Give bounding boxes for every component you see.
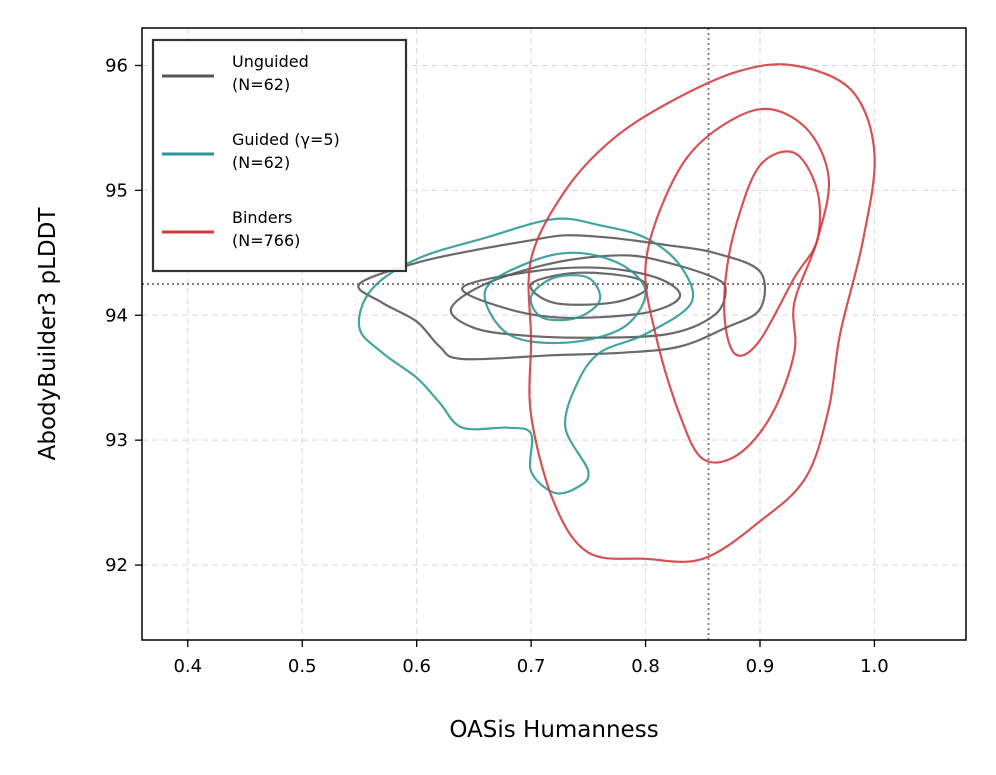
unguided-contour-2	[449, 254, 727, 339]
plot-frame	[141, 27, 967, 641]
reference-lines	[142, 28, 966, 640]
y-tick-label: 95	[105, 180, 128, 201]
y-tick-label: 94	[105, 305, 128, 326]
x-tick-label: 1.0	[860, 656, 889, 677]
x-tick-label: 0.6	[402, 656, 431, 677]
guided-5-contour-2	[483, 251, 647, 345]
y-tick-label: 93	[105, 430, 128, 451]
binders-contour-1	[527, 63, 876, 563]
x-tick-label: 0.8	[631, 656, 660, 677]
unguided-contour-1	[357, 234, 767, 361]
guided-5-contour-3	[529, 274, 602, 322]
guided-5-contour-1	[357, 217, 695, 495]
y-tick-label: 92	[105, 555, 128, 576]
y-tick-label: 96	[105, 55, 128, 76]
x-tick-label: 0.4	[173, 656, 202, 677]
legend-label: Unguided	[232, 52, 309, 71]
contour-layer	[357, 63, 876, 563]
x-tick-label: 0.7	[517, 656, 546, 677]
tick-layer: 0.4 0.5 0.6 0.7 0.8 0.9 1.0 92 93 94 95 96	[105, 55, 889, 677]
legend-label: Binders	[232, 208, 292, 227]
binders-contour-2	[644, 107, 831, 464]
legend-count: (N=766)	[232, 231, 300, 250]
legend-count: (N=62)	[232, 75, 290, 94]
binders-contour-3	[723, 150, 822, 357]
legend-label: Guided (γ=5)	[232, 130, 340, 149]
x-tick-label: 0.9	[746, 656, 775, 677]
legend: Unguided (N=62) Guided (γ=5) (N=62) Binders (…	[151, 38, 408, 273]
x-tick-label: 0.5	[288, 656, 317, 677]
x-axis-label: OASis Humanness	[449, 717, 658, 743]
unguided-contour-3	[461, 266, 682, 320]
legend-count: (N=62)	[232, 153, 290, 172]
y-axis-label: AbodyBuilder3 pLDDT	[35, 207, 61, 461]
